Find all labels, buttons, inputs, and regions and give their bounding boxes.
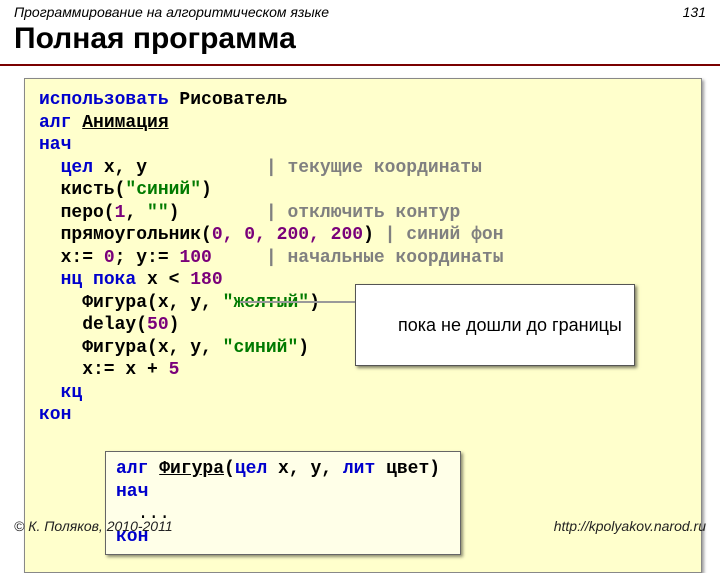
code-block: использовать Рисователь алг Анимация нач… [24,78,702,573]
page-title: Полная программа [0,20,720,66]
callout-connector [240,301,360,303]
footer: © К. Поляков, 2010-2011 http://kpolyakov… [0,518,720,534]
copyright: © К. Поляков, 2010-2011 [14,518,173,534]
page-number: 131 [683,4,706,20]
footer-url: http://kpolyakov.narod.ru [554,518,706,534]
subject: Программирование на алгоритмическом язык… [14,4,329,20]
header: Программирование на алгоритмическом язык… [0,0,720,20]
inner-code-box: алг Фигура(цел x, y, лит цвет) нач ... к… [105,451,461,555]
callout-box: пока не дошли до границы [355,284,635,366]
